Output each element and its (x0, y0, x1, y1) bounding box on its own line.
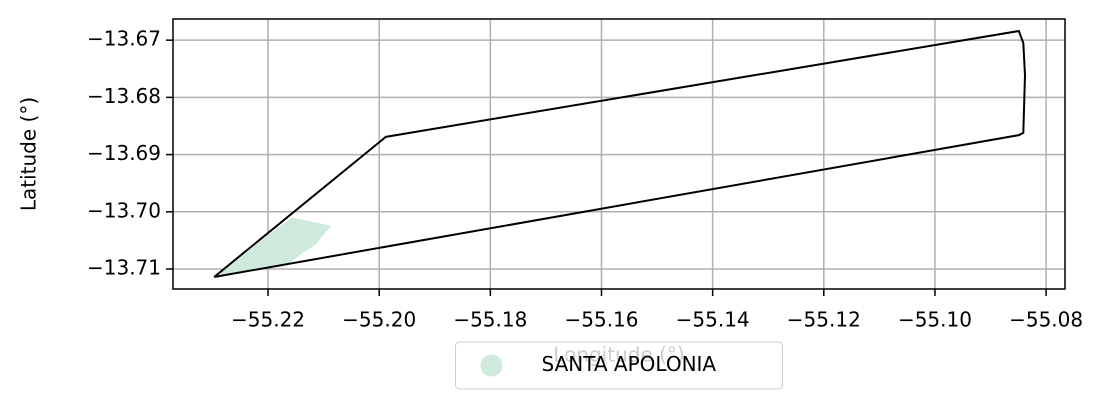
x-tick-label: −55.16 (564, 308, 638, 332)
x-tick-label: −55.14 (676, 308, 750, 332)
legend: SANTA APOLONIA (455, 341, 783, 390)
region (213, 217, 332, 278)
x-tick-label: −55.20 (342, 308, 416, 332)
legend-marker (480, 354, 503, 377)
legend-label: SANTA APOLONIA (542, 352, 717, 376)
x-tick-label: −55.08 (1009, 308, 1083, 332)
axes-frame (172, 18, 1066, 290)
x-tick-label: −55.18 (453, 308, 527, 332)
x-tick-label: −55.22 (231, 308, 305, 332)
y-tick-label: −13.67 (87, 27, 161, 51)
y-tick-label: −13.69 (87, 141, 161, 165)
x-tick-label: −55.10 (898, 308, 972, 332)
y-axis-label: Latitude (°) (17, 97, 41, 211)
boundary (213, 29, 1026, 278)
x-tick-label: −55.12 (787, 308, 861, 332)
y-tick-label: −13.70 (87, 198, 161, 222)
y-tick-label: −13.71 (87, 255, 161, 279)
legend-box (455, 341, 783, 390)
y-tick-label: −13.68 (87, 84, 161, 108)
